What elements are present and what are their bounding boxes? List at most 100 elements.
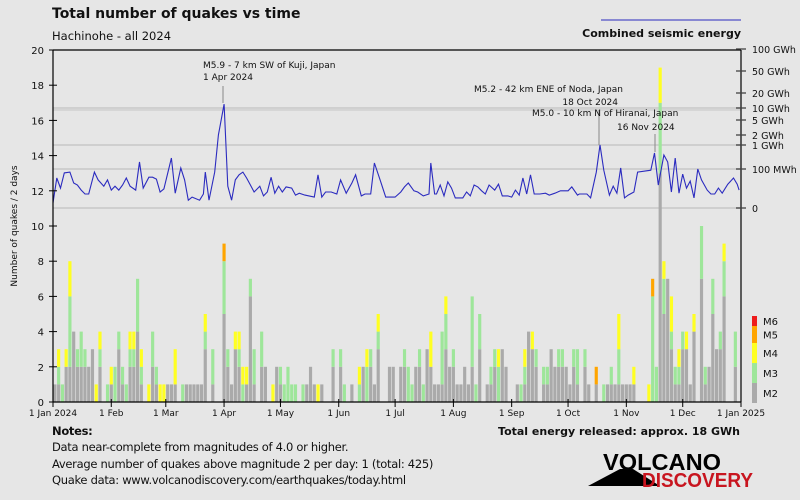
bar-segment-m2 bbox=[305, 384, 309, 402]
bar-segment-m4 bbox=[271, 384, 275, 402]
y-tick-label: 4 bbox=[38, 328, 44, 339]
axes: 0 2 4 6 8 10 12 14 16 18 20 1 Jan 2024 1 Feb 1 Mar 1 A… bbox=[29, 45, 797, 419]
bar-segment-m3 bbox=[301, 384, 305, 402]
bar-segment-m2 bbox=[87, 366, 91, 402]
bar-segment-m3 bbox=[733, 331, 737, 367]
bar-segment-m2 bbox=[132, 366, 136, 402]
bar-segment-m3 bbox=[117, 331, 121, 350]
bar-segment-m3 bbox=[470, 296, 474, 367]
x-tick-label: 1 Oct bbox=[556, 409, 581, 419]
y-tick-label: 2 bbox=[38, 363, 44, 374]
bar-segment-m3 bbox=[718, 331, 722, 350]
bar-segment-m3 bbox=[703, 366, 707, 385]
bar-segment-m3 bbox=[57, 366, 61, 385]
bar-segment-m3 bbox=[252, 349, 256, 385]
y-tick-label: 0 bbox=[38, 398, 44, 409]
bar-segment-m2 bbox=[429, 366, 433, 402]
legend-label-m5: M5 bbox=[763, 331, 778, 342]
annotation-title: M5.2 - 42 km ENE of Noda, Japan bbox=[474, 85, 623, 95]
bar-segment-m2 bbox=[714, 349, 719, 402]
bar-segment-m2 bbox=[632, 384, 636, 402]
energy-tick-label: 20 GWh bbox=[752, 89, 790, 100]
bar-segment-m2 bbox=[117, 349, 121, 402]
bar-segment-m4 bbox=[316, 384, 320, 402]
logo-word-discovery: DISCOVERY bbox=[642, 470, 754, 492]
bar-segment-m4 bbox=[147, 384, 151, 402]
legend-swatch-m3 bbox=[752, 363, 757, 383]
bar-segment-m2 bbox=[609, 384, 613, 402]
bar-segment-m3 bbox=[609, 366, 613, 385]
bar-segment-m3 bbox=[365, 366, 369, 402]
bar-segment-m3 bbox=[402, 349, 407, 367]
bar-segment-m3 bbox=[542, 366, 546, 385]
bar-segment-m2 bbox=[75, 366, 80, 402]
bar-segment-m3 bbox=[132, 349, 136, 367]
bar-segment-m4 bbox=[677, 349, 681, 367]
bar-segment-m3 bbox=[286, 366, 290, 402]
bar-segment-m2 bbox=[72, 331, 76, 402]
bar-segment-m2 bbox=[79, 366, 83, 402]
bar-segment-m3 bbox=[575, 349, 580, 385]
bar-segment-m2 bbox=[263, 366, 267, 402]
y-tick-label: 14 bbox=[31, 152, 44, 163]
bar-segment-m2 bbox=[414, 366, 418, 402]
bar-segment-m4 bbox=[98, 331, 102, 350]
legend-swatch-m4 bbox=[752, 343, 757, 363]
bar-segment-m2 bbox=[523, 384, 527, 402]
bar-segment-m3 bbox=[406, 366, 410, 402]
legend-label-m6: M6 bbox=[763, 317, 778, 328]
bar-segment-m3 bbox=[669, 331, 674, 350]
bar-segment-m2 bbox=[64, 366, 68, 402]
bar-segment-m5 bbox=[222, 243, 226, 262]
bar-segment-m2 bbox=[605, 384, 610, 402]
energy-tick-label: 100 GWh bbox=[752, 45, 796, 56]
bar-segment-m2 bbox=[500, 349, 504, 402]
bar-segment-m4 bbox=[530, 331, 534, 350]
bar-segment-m2 bbox=[312, 384, 316, 402]
energy-tick-label: 1 GWh bbox=[752, 141, 784, 152]
bar-segment-m2 bbox=[624, 384, 628, 402]
total-energy: Total energy released: approx. 18 GWh bbox=[498, 425, 740, 438]
bar-segment-m2 bbox=[252, 384, 256, 402]
bar-segment-m3 bbox=[128, 349, 132, 367]
bar-segment-m2 bbox=[361, 366, 365, 402]
bar-segment-m4 bbox=[632, 366, 636, 385]
bar-segment-m4 bbox=[139, 349, 143, 367]
bar-segment-m2 bbox=[278, 384, 283, 402]
bar-segment-m4 bbox=[722, 243, 726, 262]
bar-segment-m3 bbox=[617, 349, 621, 385]
bar-segment-m2 bbox=[703, 384, 707, 402]
bar-segment-m2 bbox=[391, 366, 395, 402]
bar-segment-m3 bbox=[105, 384, 110, 402]
x-tick-label: 1 Apr bbox=[212, 409, 236, 419]
bar-segment-m3 bbox=[602, 384, 606, 402]
bar-segment-m4 bbox=[94, 384, 98, 402]
bar-segment-m2 bbox=[376, 349, 380, 402]
bar-segment-m2 bbox=[436, 384, 440, 402]
bar-segment-m4 bbox=[684, 331, 689, 350]
x-tick-label: 1 May bbox=[267, 409, 295, 419]
annotations: M5.9 - 7 km SW of Kuji, Japan 1 Apr 2024 M… bbox=[203, 61, 678, 152]
bar-segment-m2 bbox=[440, 384, 444, 402]
bar-segment-m3 bbox=[278, 366, 283, 385]
bar-segment-m2 bbox=[90, 349, 95, 402]
energy-line bbox=[52, 104, 740, 203]
y-axis-label: Number of quakes / 2 days bbox=[10, 165, 20, 286]
bar-segment-m2 bbox=[662, 314, 666, 402]
bar-segment-m2 bbox=[673, 384, 677, 402]
energy-tick-label: 5 GWh bbox=[752, 116, 784, 127]
bar-segment-m3 bbox=[151, 331, 155, 367]
bar-segment-m2 bbox=[248, 296, 252, 402]
bar-segment-m2 bbox=[98, 366, 102, 402]
bar-segment-m2 bbox=[677, 384, 681, 402]
bar-segment-m4 bbox=[233, 331, 237, 350]
bar-segment-m2 bbox=[534, 366, 538, 402]
annotation-title: M5.9 - 7 km SW of Kuji, Japan bbox=[203, 61, 335, 71]
bar-segment-m3 bbox=[523, 366, 527, 385]
bar-segment-m3 bbox=[241, 384, 245, 402]
bar-segment-m4 bbox=[376, 314, 380, 332]
bar-segment-m2 bbox=[372, 384, 377, 402]
bar-segment-m3 bbox=[60, 384, 64, 402]
y-tick-label: 12 bbox=[31, 187, 44, 198]
